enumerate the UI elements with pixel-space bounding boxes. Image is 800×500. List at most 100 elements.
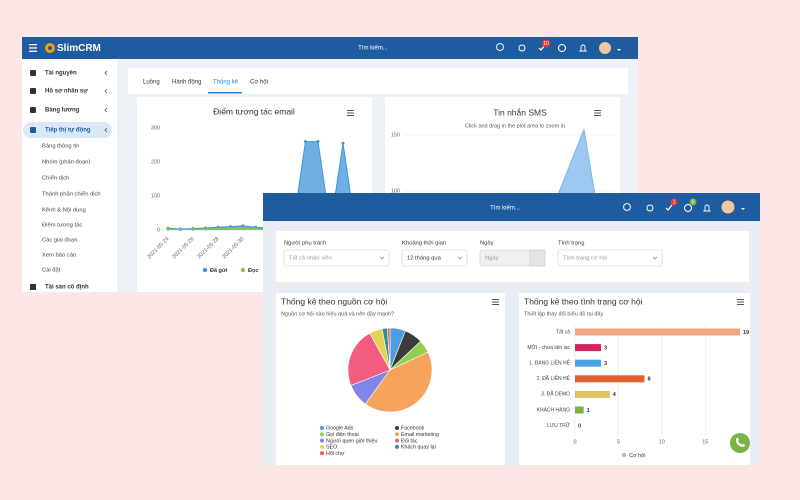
x-tick-label: 5	[617, 440, 620, 446]
legend-label[interactable]: Cơ hội	[629, 453, 645, 459]
legend-label[interactable]: Người quen giới thiệu	[326, 438, 377, 444]
date-button[interactable]	[529, 249, 546, 267]
chart-menu[interactable]	[737, 299, 744, 305]
bell-icon[interactable]	[578, 44, 588, 52]
point	[204, 227, 207, 231]
filter-label: Ngày	[480, 241, 494, 247]
legend-label[interactable]: Facebook	[401, 426, 425, 432]
y-tick-label: KHÁCH HÀNG	[537, 406, 570, 413]
tab-underline	[208, 92, 242, 94]
filter-value: Tất cả nhân viên	[289, 256, 332, 262]
bar	[575, 344, 602, 352]
clock-icon[interactable]	[558, 44, 566, 52]
legend-label[interactable]: Hội chợ	[326, 451, 345, 457]
legend-label[interactable]: Email marketing	[401, 432, 439, 438]
search-icon[interactable]	[495, 42, 505, 52]
badge-count: 10	[543, 41, 549, 47]
header	[263, 193, 760, 221]
badge-count: 6	[692, 200, 695, 206]
menu-item[interactable]: Tiếp thị tự động	[45, 127, 91, 134]
menu-item[interactable]: Bảng lương	[45, 108, 80, 114]
tab-bar	[128, 68, 628, 94]
submenu-item[interactable]: Thành phần chiến dịch	[42, 192, 101, 198]
data-label: 1	[587, 408, 590, 414]
legend-label[interactable]: Đọc	[248, 268, 258, 274]
bell-icon[interactable]	[702, 204, 712, 212]
submenu-item[interactable]: Các giai đoạn	[42, 238, 77, 244]
legend-marker	[395, 438, 399, 443]
chart-menu[interactable]	[347, 110, 354, 116]
legend-label[interactable]: Gọi điện thoại	[326, 432, 359, 438]
submenu-item[interactable]: Nhóm (phân đoạn)	[42, 160, 90, 166]
chart-title: Thống kê theo nguồn cơ hội	[281, 296, 387, 306]
pie-slice	[364, 351, 433, 413]
legend-label[interactable]: SEO	[326, 445, 337, 451]
filter-label: Tình trạng	[558, 241, 584, 247]
submenu-item[interactable]: Kênh & Nội dung	[42, 208, 86, 214]
task-icon[interactable]	[665, 204, 673, 211]
submenu-item[interactable]: Xem báo cáo	[42, 253, 76, 259]
data-label: 19	[743, 330, 749, 336]
chart-menu[interactable]	[594, 110, 601, 116]
y-tick-label: 3. ĐÃ DEMO	[541, 391, 570, 398]
point	[216, 227, 220, 231]
point	[304, 140, 307, 144]
share-icon[interactable]	[518, 44, 526, 52]
clock-icon[interactable]	[684, 204, 692, 212]
filter-label: Người phụ trách	[284, 241, 326, 247]
brand: SlimCRM	[57, 43, 101, 54]
data-label: 3	[604, 345, 607, 351]
legend-marker	[621, 452, 627, 458]
data-label: 3	[604, 361, 607, 367]
submenu-item[interactable]: Điểm tương tác	[42, 222, 82, 229]
tab[interactable]: Luồng	[143, 80, 160, 86]
tab[interactable]: Thống kê	[213, 80, 239, 86]
call-button[interactable]	[730, 433, 750, 453]
menu-active	[23, 122, 112, 138]
legend-label[interactable]: Khách quay lại	[401, 445, 436, 451]
chart-title: Tin nhắn SMS	[493, 107, 547, 117]
data-label: 8	[647, 377, 650, 383]
filter-input[interactable]	[401, 249, 468, 267]
filter-value: Ngày	[485, 256, 499, 262]
avatar[interactable]	[599, 42, 611, 54]
search-icon[interactable]	[622, 202, 632, 212]
point	[341, 141, 345, 145]
point	[229, 226, 232, 230]
submenu-item[interactable]: Chiến dịch	[42, 176, 69, 182]
logo-hole	[48, 46, 52, 50]
point	[166, 227, 170, 231]
y-tick-label: LƯU TRỮ	[547, 422, 571, 429]
menu-item[interactable]: Tài sản cố định	[45, 284, 89, 291]
badge	[670, 198, 678, 206]
filter-value: Tình trạng cơ hội	[563, 256, 607, 262]
tab[interactable]: Cơ hội	[250, 80, 268, 86]
tab[interactable]: Hành động	[172, 80, 201, 86]
filter-input[interactable]	[557, 249, 663, 267]
submenu-item[interactable]: Bảng thông tin	[42, 144, 79, 150]
search[interactable]: Tìm kiếm...	[490, 206, 520, 212]
y-tick-label: 2. ĐÃ LIÊN HỆ	[537, 374, 571, 382]
bar	[575, 406, 584, 414]
chart-menu[interactable]	[492, 299, 499, 305]
tabs: Luồng Hành động Thống kê Cơ hội	[143, 80, 268, 86]
menu-icon	[30, 127, 36, 133]
sidebar	[22, 59, 117, 292]
legend-label[interactable]: Đã gửi	[210, 268, 228, 274]
menu-item[interactable]: Hồ sơ nhân sự	[45, 89, 88, 95]
chart-subtitle: Nguồn cơ hội nào hiệu quả và nên đầy mạn…	[281, 311, 394, 317]
avatar[interactable]	[721, 200, 735, 214]
hamburger[interactable]	[29, 44, 37, 52]
legend-label[interactable]: Đối tác	[401, 438, 418, 444]
chart-title: Điểm tương tác email	[213, 106, 295, 116]
menu-item[interactable]: Tài nguyên	[45, 71, 77, 77]
y-tick-label: 1. ĐANG LIÊN HỆ	[529, 359, 571, 367]
submenu-item[interactable]: Cài đặt	[42, 268, 61, 274]
data-label: 4	[613, 392, 617, 398]
share-icon[interactable]	[646, 204, 654, 212]
badge-count: 1	[673, 200, 676, 206]
legend-label[interactable]: Google Ads	[326, 426, 354, 432]
search[interactable]: Tìm kiếm...	[358, 46, 388, 52]
filter-input[interactable]	[283, 249, 390, 267]
